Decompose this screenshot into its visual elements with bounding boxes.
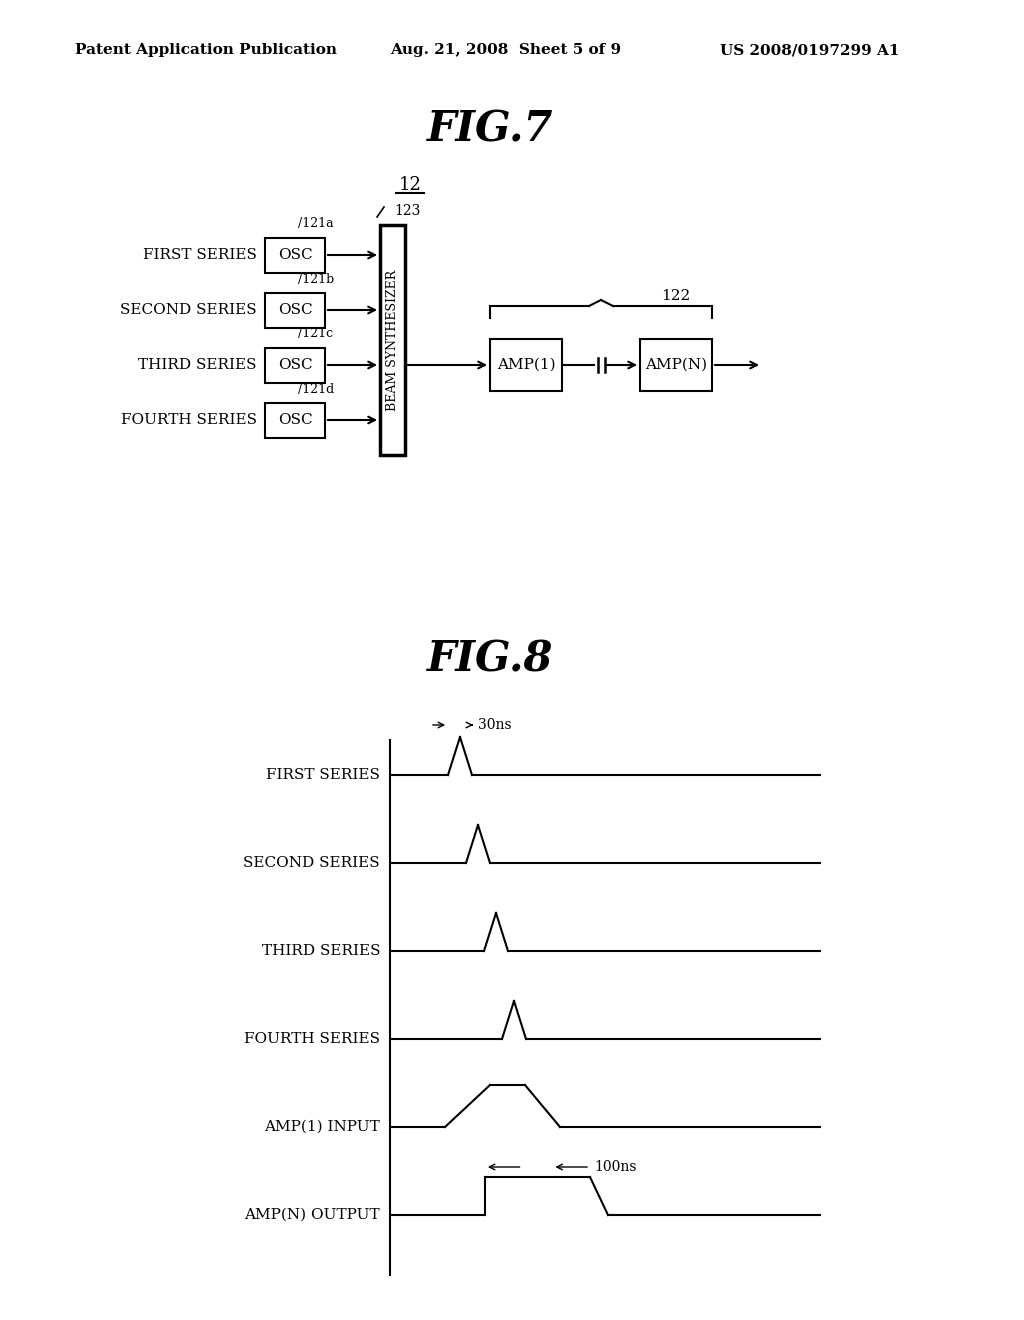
- Bar: [380, 224, 406, 455]
- Text: /121b: /121b: [298, 272, 334, 285]
- Text: 123: 123: [394, 205, 421, 218]
- Text: AMP(1): AMP(1): [497, 358, 555, 372]
- Text: BEAM SYNTHESIZER: BEAM SYNTHESIZER: [386, 269, 399, 411]
- Text: US 2008/0197299 A1: US 2008/0197299 A1: [720, 44, 899, 57]
- Bar: [640, 339, 712, 391]
- Text: Patent Application Publication: Patent Application Publication: [75, 44, 337, 57]
- Text: THIRD SERIES: THIRD SERIES: [138, 358, 257, 372]
- Text: Aug. 21, 2008  Sheet 5 of 9: Aug. 21, 2008 Sheet 5 of 9: [390, 44, 622, 57]
- Text: OSC: OSC: [278, 358, 312, 372]
- Text: 30ns: 30ns: [478, 718, 512, 733]
- Text: FIG.7: FIG.7: [427, 110, 553, 150]
- Bar: [490, 339, 562, 391]
- Text: FIRST SERIES: FIRST SERIES: [266, 768, 380, 781]
- Text: OSC: OSC: [278, 304, 312, 317]
- Text: AMP(1) INPUT: AMP(1) INPUT: [264, 1119, 380, 1134]
- Bar: [265, 347, 325, 383]
- Text: 122: 122: [662, 289, 690, 304]
- Text: 12: 12: [398, 176, 422, 194]
- Text: AMP(N) OUTPUT: AMP(N) OUTPUT: [245, 1208, 380, 1222]
- Text: FIG.8: FIG.8: [427, 639, 553, 681]
- Text: 100ns: 100ns: [594, 1160, 637, 1173]
- Text: FIRST SERIES: FIRST SERIES: [143, 248, 257, 261]
- Text: SECOND SERIES: SECOND SERIES: [121, 304, 257, 317]
- Bar: [265, 238, 325, 272]
- Text: FOURTH SERIES: FOURTH SERIES: [121, 413, 257, 426]
- Text: OSC: OSC: [278, 413, 312, 426]
- Bar: [265, 403, 325, 437]
- Text: /121c: /121c: [298, 327, 333, 341]
- Bar: [265, 293, 325, 327]
- Text: /121d: /121d: [298, 383, 334, 396]
- Text: OSC: OSC: [278, 248, 312, 261]
- Text: AMP(N): AMP(N): [645, 358, 707, 372]
- Text: SECOND SERIES: SECOND SERIES: [244, 855, 380, 870]
- Text: FOURTH SERIES: FOURTH SERIES: [244, 1032, 380, 1045]
- Text: THIRD SERIES: THIRD SERIES: [261, 944, 380, 958]
- Text: /121a: /121a: [298, 218, 334, 231]
